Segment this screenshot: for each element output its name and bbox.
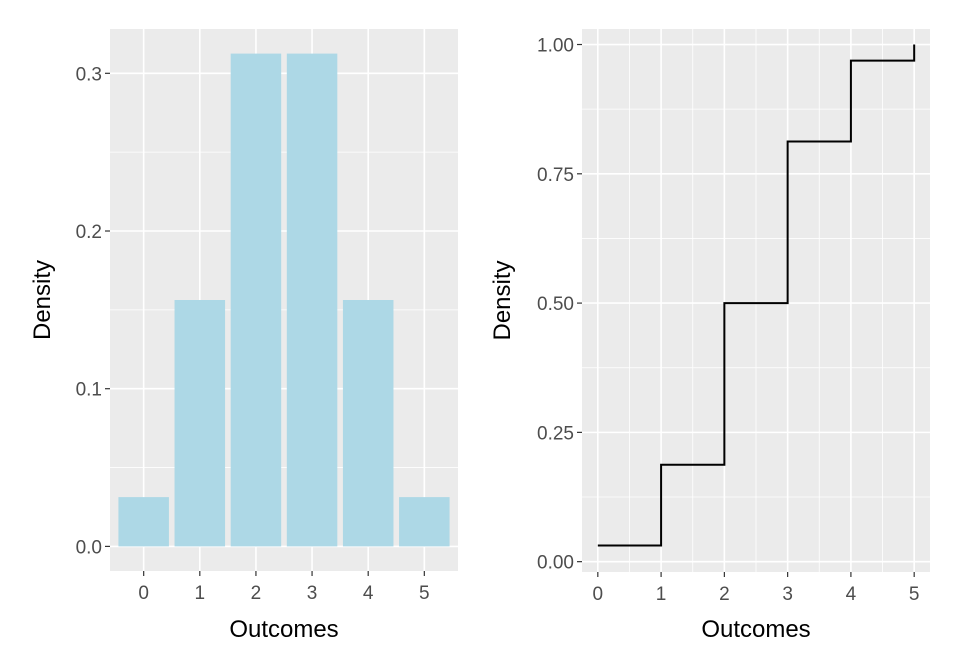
bar-2 (230, 53, 282, 547)
x-tick-label: 2 (719, 584, 730, 605)
y-tick-label: 0.0 (76, 537, 102, 558)
x-tick-label: 2 (251, 583, 262, 604)
bar-5 (399, 497, 450, 547)
y-tick-label: 0.00 (537, 553, 574, 574)
x-tick-label: 5 (909, 584, 920, 605)
x-tick-label: 1 (656, 584, 667, 605)
plot-background (110, 29, 458, 571)
x-tick-label: 4 (846, 584, 857, 605)
x-tick-label: 3 (782, 584, 793, 605)
x-tick-label: 3 (307, 583, 318, 604)
bar-0 (118, 497, 169, 547)
x-tick-label: 0 (593, 584, 604, 605)
step-chart-panel: 0.00 0.25 0.50 0.75 1.00 0 1 2 3 4 5 Outcomes Densit… (489, 29, 930, 643)
x-tick-label: 5 (419, 583, 430, 604)
y-axis-title: Density (489, 260, 516, 340)
x-axis-title: Outcomes (229, 616, 338, 643)
bar-3 (286, 53, 338, 547)
y-tick-label: 0.25 (537, 423, 574, 444)
x-tick-label: 1 (195, 583, 206, 604)
y-tick-label: 0.2 (76, 222, 102, 243)
bar-1 (174, 300, 226, 547)
y-tick-label: 0.3 (76, 64, 102, 85)
y-tick-label: 1.00 (537, 36, 574, 57)
y-tick-label: 0.1 (76, 380, 102, 401)
y-axis-title: Density (29, 260, 56, 340)
step-line (597, 44, 916, 547)
bar-4 (342, 300, 394, 547)
bar-chart-panel: 0.0 0.1 0.2 0.3 0 1 2 3 4 5 Outcomes Density (29, 29, 458, 643)
y-tick-label: 0.50 (537, 294, 574, 315)
y-tick-label: 0.75 (537, 165, 574, 186)
x-tick-label: 0 (138, 583, 149, 604)
x-axis-title: Outcomes (701, 616, 810, 643)
x-tick-label: 4 (363, 583, 374, 604)
